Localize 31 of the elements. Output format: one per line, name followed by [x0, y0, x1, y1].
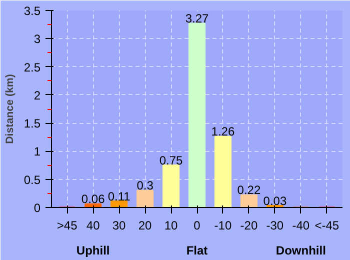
- x-tick-label: 40: [86, 218, 100, 232]
- x-tick-label: 30: [112, 218, 126, 232]
- y-tick-label: 2: [34, 88, 41, 102]
- text: Flat: [186, 244, 208, 258]
- y-tick-label: 2.5: [24, 60, 41, 74]
- y-tick-label: 0.5: [24, 172, 41, 187]
- y-tick-label: 1.5: [24, 116, 41, 131]
- x-tick-label: 0: [194, 218, 201, 232]
- data-label: 1.26: [211, 124, 235, 139]
- x-tick-label: -30: [266, 218, 284, 232]
- data-label: 0.03: [263, 194, 287, 208]
- x-tick-label: 20: [138, 218, 152, 232]
- text: Uphill: [76, 244, 110, 258]
- x-tick-label: -10: [214, 218, 232, 232]
- y-tick-label: 1: [34, 144, 41, 159]
- data-label: 3.27: [185, 11, 210, 26]
- x-tick-label: -40: [292, 218, 310, 232]
- y-tick-label: 3.5: [24, 4, 41, 18]
- data-label: 0.06: [81, 192, 106, 206]
- x-tick-label: 10: [164, 218, 178, 232]
- x-tick-label: <-45: [314, 218, 340, 232]
- x-tick-label: >45: [56, 218, 78, 232]
- data-label: 0.11: [108, 189, 131, 204]
- data-label: 0.75: [159, 153, 184, 168]
- data-label: 0.22: [237, 183, 261, 198]
- y-tick-label: 3: [34, 32, 41, 46]
- text: Downhill: [276, 244, 326, 258]
- data-label: 0.3: [136, 178, 154, 193]
- y-axis-title: Distance (km): [4, 74, 16, 144]
- y-tick-label: 0: [34, 201, 41, 215]
- x-tick-label: -20: [240, 218, 258, 232]
